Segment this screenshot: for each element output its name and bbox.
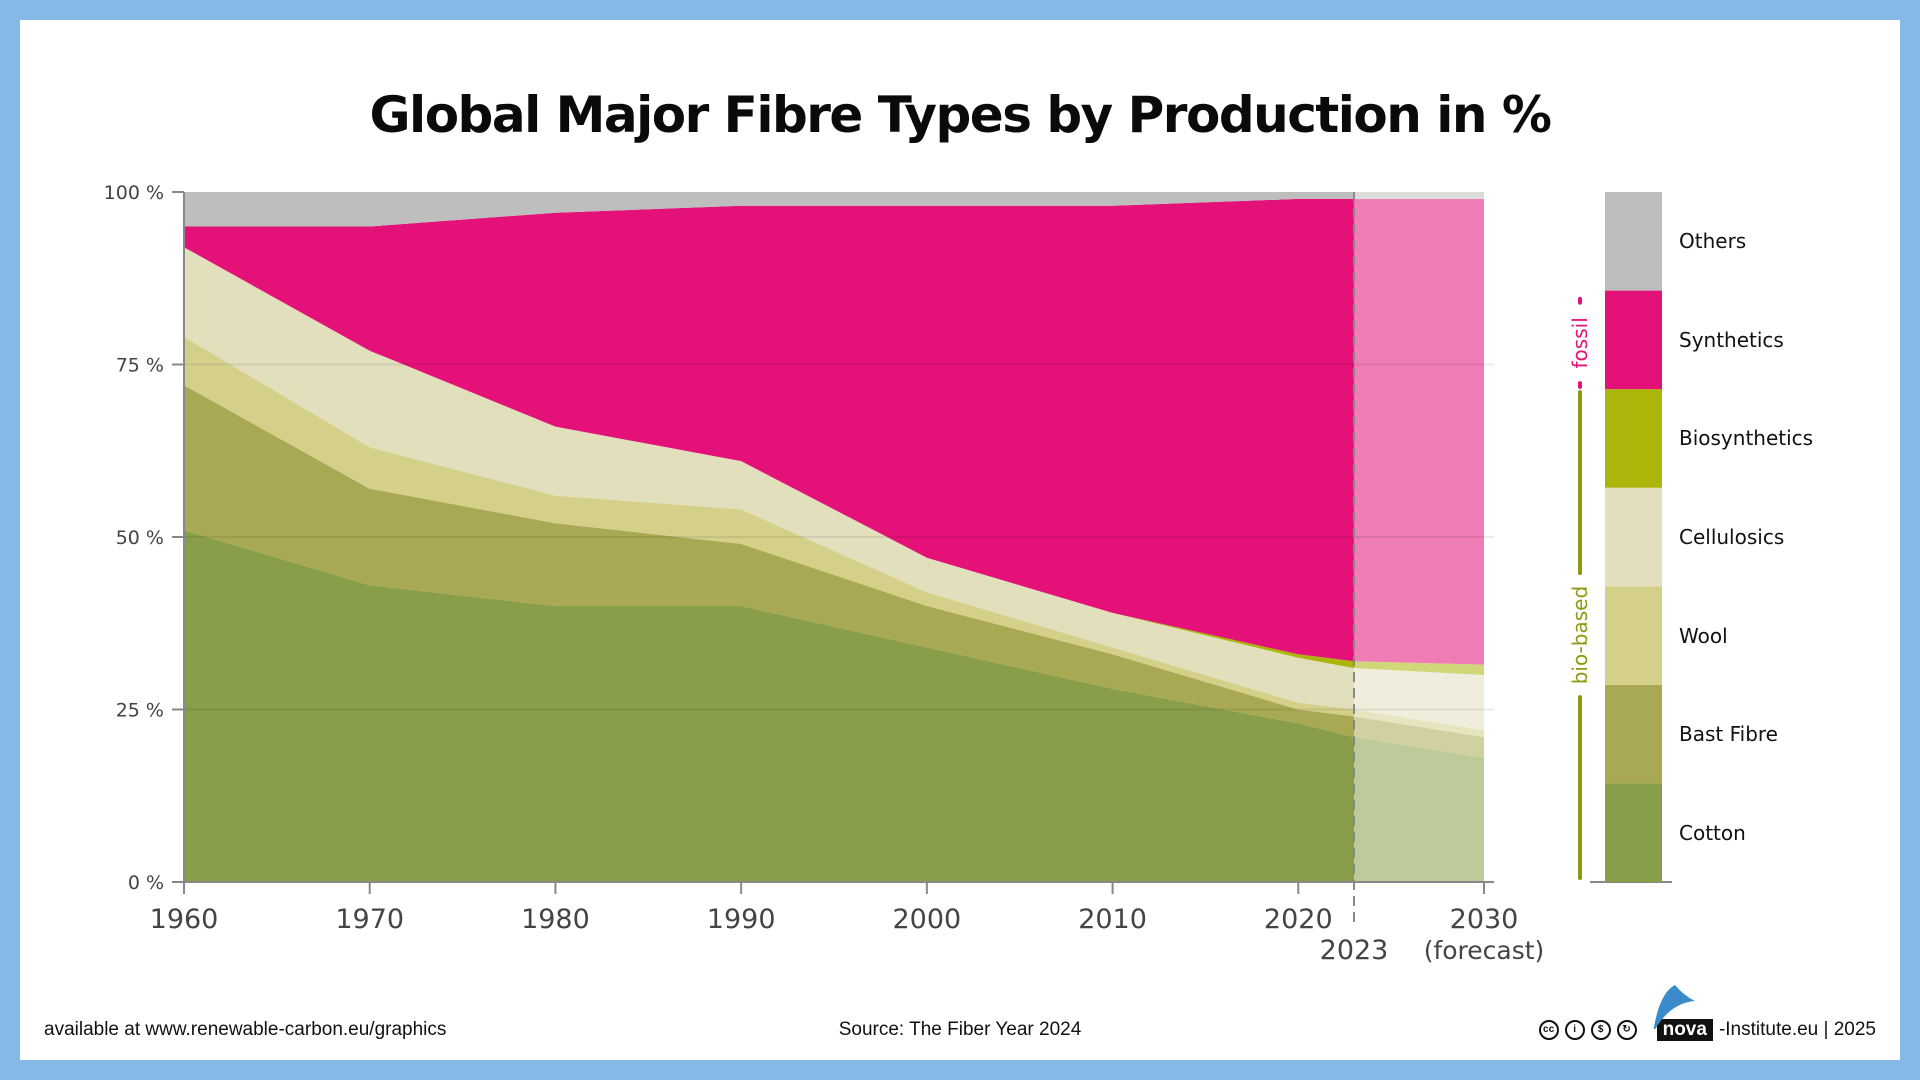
y-tick-label: 25 % [116,700,164,722]
availability-note: available at www.renewable-carbon.eu/gra… [44,1019,447,1040]
x-tick-label: 2030 [1450,904,1519,935]
credit-text: -Institute.eu | 2025 [1718,1019,1876,1040]
bio-based-group-label: bio-based [1568,586,1592,684]
x-tick-label: 2010 [1078,904,1147,935]
legend-swatch [1605,783,1662,882]
legend-label: Cellulosics [1679,525,1785,549]
legend-label: Biosynthetics [1679,426,1814,451]
legend-label: Others [1679,229,1747,254]
x-marker-label: 2023 [1320,935,1389,966]
nc-icon: $ [1590,1020,1611,1040]
legend-swatch [1605,290,1662,390]
x-tick-label: 1990 [707,904,776,935]
y-tick-label: 100 % [104,182,164,204]
legend-label: Wool [1679,623,1728,648]
area-synthetics [184,198,1484,665]
chart-title: Global Major Fibre Types by Production i… [369,86,1552,144]
area-cotton [184,530,1484,882]
x-tick-label: 1970 [335,904,404,935]
legend-swatch [1605,487,1662,587]
x-tick-label: 2000 [892,904,961,935]
y-tick-label: 50 % [116,527,164,549]
forecast-region [1354,192,1484,882]
legend-swatch [1605,192,1662,291]
legend-label: Synthetics [1679,327,1784,352]
legend-label: Cotton [1679,820,1746,845]
nova-logo: nova [1653,985,1713,1041]
y-tick-label: 75 % [116,355,164,377]
credit: cc i $ ↻ nova -Institute.eu | 2025 [1538,985,1876,1041]
area-others [184,192,1484,227]
x-tick-label: 2020 [1264,904,1333,935]
forecast-label: (forecast) [1424,936,1545,965]
x-tick-label: 1960 [150,904,219,935]
legend-swatch [1605,684,1662,784]
legend-swatch [1605,389,1662,488]
cc-icon: cc [1538,1020,1559,1040]
logo-sail-icon [1653,985,1695,1029]
by-icon: i [1564,1020,1585,1040]
x-tick-label: 1980 [521,904,590,935]
source-note: Source: The Fiber Year 2024 [838,1019,1082,1040]
fossil-group-label: fossil [1568,317,1592,368]
legend-label: Bast Fibre [1679,722,1778,747]
legend-swatch [1605,586,1662,685]
sa-icon: ↻ [1616,1020,1637,1040]
y-tick-label: 0 % [128,872,164,894]
